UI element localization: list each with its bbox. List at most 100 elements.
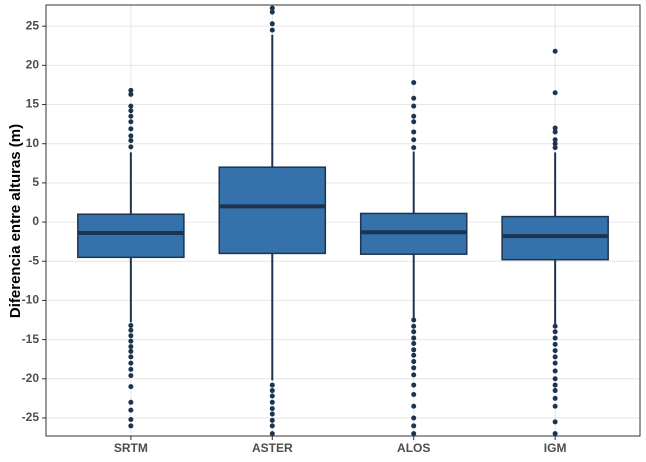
outlier [411,352,417,358]
outlier [552,431,558,437]
outlier [552,323,558,329]
y-tick-label: 10 [26,136,40,150]
outlier [128,423,134,429]
y-tick-label: -15 [22,332,40,346]
outlier [552,48,558,54]
outlier [411,145,417,151]
y-tick-label: -10 [22,293,40,307]
outlier [552,403,558,409]
outlier [552,141,558,147]
outlier [128,338,134,344]
outlier [552,395,558,401]
x-tick-label: SRTM [114,441,148,455]
outlier [411,423,417,429]
outlier [552,388,558,394]
outlier [128,348,134,354]
outlier [411,113,417,119]
outlier [411,335,417,341]
outlier [269,417,275,423]
outlier [552,137,558,143]
outlier [411,347,417,353]
y-tick-label: 15 [26,97,40,111]
box [77,213,185,259]
panel-border [45,4,641,437]
outlier [128,384,134,390]
y-tick-label: -5 [28,253,39,267]
outlier [552,90,558,96]
outlier [128,323,134,329]
outlier [552,376,558,382]
outlier [128,344,134,350]
outlier [128,360,134,366]
outlier [552,419,558,425]
y-tick-label: 5 [32,175,39,189]
box [218,166,327,255]
x-tick-label: ALOS [397,441,430,455]
outlier [552,354,558,360]
outlier [411,431,417,437]
outlier [128,113,134,119]
outlier [269,399,275,405]
outlier [552,129,558,135]
outlier [411,341,417,347]
outlier [128,417,134,423]
outlier [128,91,134,97]
outlier [128,354,134,360]
y-tick-label: 20 [26,58,40,72]
outlier [411,382,417,388]
outlier [269,5,275,11]
outlier [552,368,558,374]
outlier [269,406,275,412]
outlier [552,348,558,354]
outlier [411,129,417,135]
outlier [128,108,134,114]
outlier [269,423,275,429]
outlier [411,415,417,421]
outlier [269,388,275,394]
outlier [269,21,275,27]
outlier [128,144,134,150]
outlier [411,137,417,143]
outlier [269,431,275,437]
y-tick-label: -25 [22,410,40,424]
outlier [128,327,134,333]
outlier [128,366,134,372]
outlier [128,126,134,132]
outlier [269,411,275,417]
outlier [411,317,417,323]
outlier [128,138,134,144]
outlier [128,333,134,339]
outlier [411,365,417,371]
outlier [269,27,275,33]
outlier [128,103,134,109]
outlier [552,145,558,151]
outlier [552,360,558,366]
outlier [552,341,558,347]
outlier [411,80,417,86]
outlier [552,382,558,388]
y-axis-label: Diferencia entre alturas (m) [7,124,24,318]
outlier [128,373,134,379]
outlier [411,391,417,397]
x-tick-label: ASTER [252,441,293,455]
outlier [128,133,134,139]
outlier [411,103,417,109]
y-tick-label: -20 [22,371,40,385]
outlier [128,407,134,413]
outlier [552,329,558,335]
outlier [411,372,417,378]
outlier [411,403,417,409]
outlier [411,359,417,365]
outlier [128,119,134,125]
outlier [552,125,558,131]
outlier [269,382,275,388]
outlier [411,119,417,125]
outlier [128,87,134,93]
outlier [552,335,558,341]
y-tick-label: 0 [32,214,39,228]
outlier [269,393,275,399]
y-tick-label: 25 [26,18,40,32]
outlier [411,329,417,335]
